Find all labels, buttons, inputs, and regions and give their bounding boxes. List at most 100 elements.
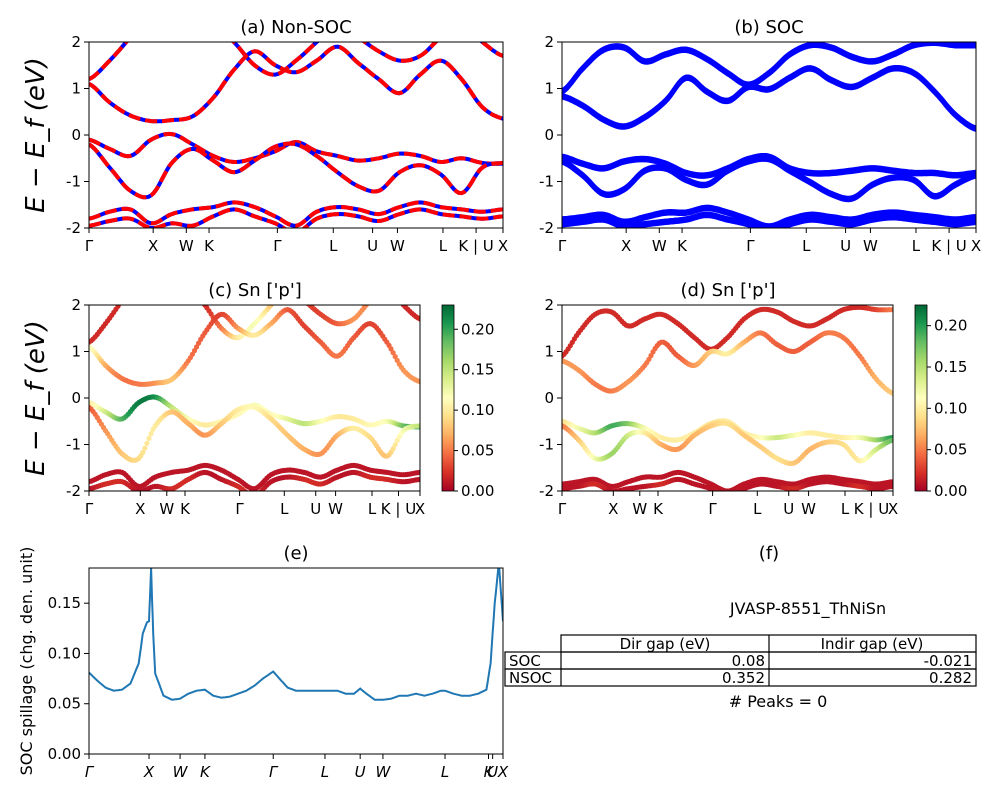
e-ytick-label: 0.00 bbox=[48, 745, 81, 763]
e-xtick-label: Γ bbox=[85, 763, 95, 781]
c-xtick-label: L bbox=[368, 500, 377, 518]
a-xtick-label: L bbox=[329, 237, 338, 255]
c-xtick-label: X bbox=[415, 500, 425, 518]
a-xtick-label: Γ bbox=[273, 237, 282, 255]
d-ytick-label: -1 bbox=[539, 436, 554, 454]
b-band-line-split bbox=[562, 204, 976, 227]
c-colorbar-label: 0.20 bbox=[461, 320, 494, 338]
a-band-line-blue bbox=[89, 42, 503, 81]
c-band-point bbox=[124, 292, 129, 297]
c-band-point bbox=[388, 346, 394, 352]
c-xtick-label: U bbox=[310, 500, 321, 518]
b-xtick-label: X bbox=[971, 237, 981, 255]
d-band-point bbox=[727, 493, 732, 498]
d-band-point bbox=[721, 492, 726, 497]
c-band-point bbox=[202, 305, 204, 306]
c-xtick-label: L bbox=[280, 500, 289, 518]
c-xtick-label: Γ bbox=[235, 500, 244, 518]
c-ytick-label: 1 bbox=[71, 343, 81, 361]
c-band-point bbox=[122, 295, 127, 300]
panel-f-title: (f) bbox=[759, 543, 779, 564]
b-band-line-split bbox=[562, 42, 976, 92]
c-band-point bbox=[382, 284, 387, 289]
a-band-line-red-dashed bbox=[89, 44, 503, 124]
c-band-point bbox=[146, 435, 152, 441]
b-ytick-label: -2 bbox=[539, 219, 554, 237]
b-xtick-label: W bbox=[863, 237, 878, 255]
d-colorbar-label: 0.00 bbox=[934, 482, 967, 500]
c-band-point bbox=[417, 476, 420, 482]
d-xtick-label: X bbox=[608, 500, 618, 518]
a-ytick-label: 2 bbox=[71, 33, 81, 51]
a-band-line-red-dashed bbox=[89, 141, 503, 200]
c-xtick-label: K bbox=[180, 500, 191, 518]
bands-ylabel-top: E − E_f (eV) bbox=[21, 57, 51, 213]
c-band-point bbox=[175, 272, 180, 277]
c-band-point bbox=[417, 469, 420, 475]
c-colorbar bbox=[441, 304, 455, 492]
c-band-point bbox=[374, 291, 379, 296]
c-band-point bbox=[148, 431, 154, 437]
d-band-point bbox=[723, 493, 728, 498]
c-ytick-label: -2 bbox=[66, 482, 81, 500]
c-band-point bbox=[395, 294, 400, 299]
c-band-point bbox=[130, 283, 135, 288]
a-xtick-label: U bbox=[367, 237, 378, 255]
c-band-point bbox=[246, 491, 251, 496]
table-row-soc-label: SOC bbox=[509, 652, 541, 670]
b-bands bbox=[562, 42, 976, 228]
b-xtick-label: L bbox=[802, 237, 811, 255]
c-band-point bbox=[302, 298, 307, 303]
peaks-text: # Peaks = 0 bbox=[729, 692, 828, 711]
c-band-point bbox=[268, 305, 274, 308]
d-band-point bbox=[725, 493, 730, 498]
c-band-point bbox=[140, 449, 146, 456]
e-ytick-label: 0.05 bbox=[48, 695, 81, 713]
d-xtick-label: W bbox=[801, 500, 816, 518]
c-band-point bbox=[254, 492, 259, 497]
a-xtick-label: W bbox=[390, 237, 405, 255]
e-xtick-label: W bbox=[173, 763, 189, 781]
d-xtick-label: U bbox=[783, 500, 794, 518]
c-colorbar-label: 0.10 bbox=[461, 401, 494, 419]
bands-ylabel-middle: E − E_f (eV) bbox=[21, 320, 51, 476]
table-row-nsoc-dir: 0.352 bbox=[722, 669, 765, 687]
e-ytick-label: 0.10 bbox=[48, 644, 81, 662]
d-xtick-label: W bbox=[632, 500, 647, 518]
d-band-point bbox=[890, 483, 893, 489]
c-band-point bbox=[243, 489, 249, 491]
d-frame bbox=[561, 304, 894, 492]
c-band-point bbox=[190, 288, 195, 293]
c-band-point bbox=[171, 267, 176, 272]
e-xtick-label: Γ bbox=[269, 763, 279, 781]
b-band-line bbox=[562, 42, 976, 95]
d-ytick-label: 1 bbox=[544, 343, 554, 361]
d-ytick-label: -2 bbox=[539, 482, 554, 500]
d-ytick-label: 2 bbox=[544, 296, 554, 314]
b-xtick-label: L bbox=[912, 237, 921, 255]
b-xtick-label: K bbox=[677, 237, 688, 255]
d-xtick-label: Γ bbox=[708, 500, 717, 518]
panel-a-title: (a) Non-SOC bbox=[240, 17, 351, 38]
d-band-point bbox=[731, 491, 736, 496]
b-xtick-label: Γ bbox=[558, 237, 567, 255]
a-xtick-label: X bbox=[148, 237, 158, 255]
d-xtick-label: L bbox=[753, 500, 762, 518]
d-colorbar bbox=[914, 304, 928, 492]
b-xtick-label: U bbox=[840, 237, 851, 255]
a-ytick-label: 1 bbox=[71, 80, 81, 98]
b-xtick-label: Γ bbox=[746, 237, 755, 255]
b-band-line-split bbox=[562, 155, 976, 200]
c-xtick-label: W bbox=[159, 500, 174, 518]
panel-e-soc-spillage: (e) 0.000.050.100.15Γ X W K Γ L U W L KU X bbox=[48, 543, 509, 781]
c-ytick-label: 0 bbox=[71, 389, 81, 407]
d-xtick-label: K | U bbox=[854, 500, 889, 518]
e-xtick-label: L bbox=[441, 763, 449, 781]
c-band-point bbox=[304, 300, 309, 305]
d-band-point bbox=[719, 491, 724, 496]
b-xtick-label: X bbox=[621, 237, 631, 255]
table-header-indir-gap: Indir gap (eV) bbox=[821, 635, 924, 653]
c-band-point bbox=[173, 269, 178, 274]
